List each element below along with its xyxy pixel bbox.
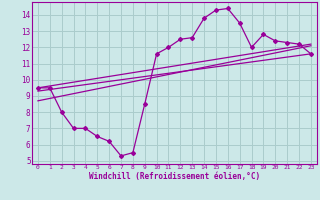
X-axis label: Windchill (Refroidissement éolien,°C): Windchill (Refroidissement éolien,°C) (89, 172, 260, 181)
